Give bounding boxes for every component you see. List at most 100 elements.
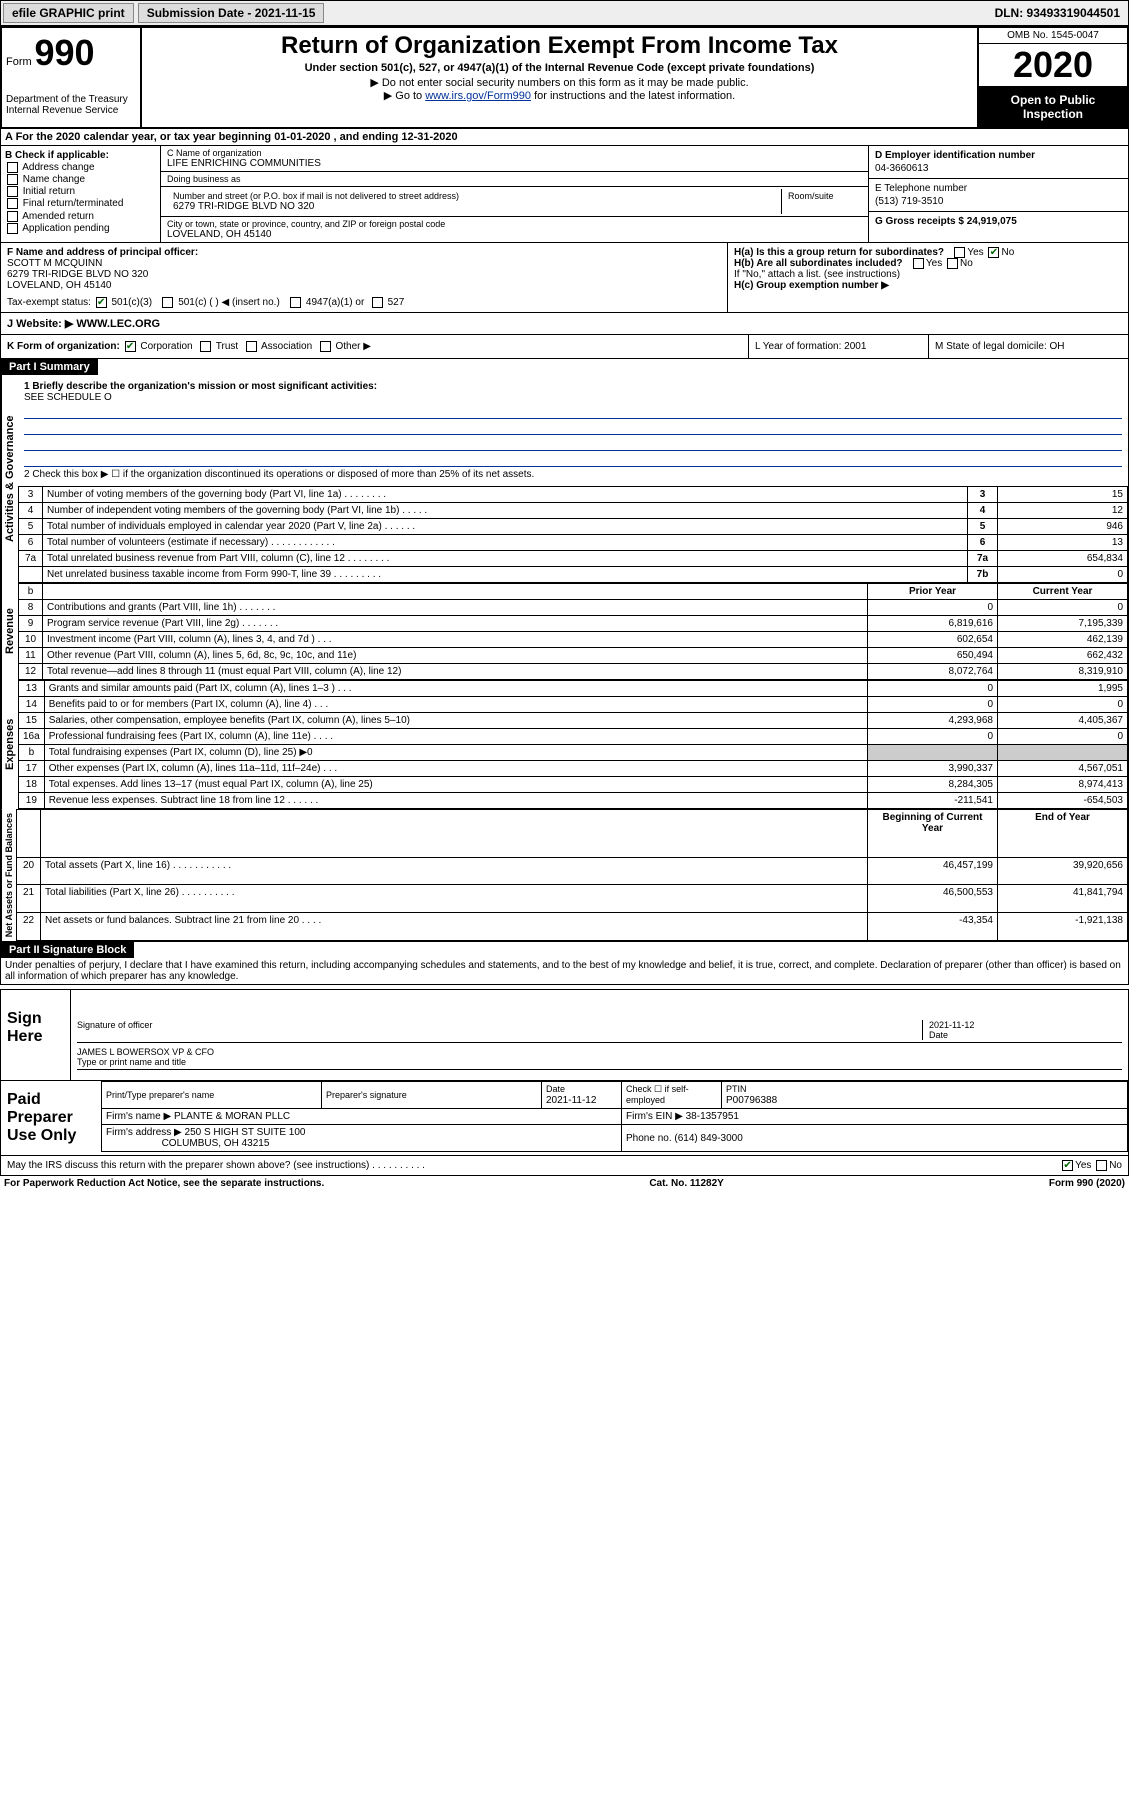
b-label: b xyxy=(19,584,43,600)
entity-block: B Check if applicable: Address change Na… xyxy=(0,146,1129,243)
line2-label: 2 Check this box ▶ ☐ if the organization… xyxy=(24,469,1122,480)
table-row: 12Total revenue—add lines 8 through 11 (… xyxy=(19,664,1128,680)
hb-label: H(b) Are all subordinates included? xyxy=(734,258,903,269)
prep-col1: Print/Type preparer's name xyxy=(106,1090,214,1100)
cb-amended-return[interactable]: Amended return xyxy=(5,211,156,222)
table-row: 10Investment income (Part VIII, column (… xyxy=(19,632,1128,648)
dln-label: DLN: 93493319044501 xyxy=(987,4,1128,22)
sign-date: 2021-11-12 xyxy=(929,1020,974,1030)
cb-4947[interactable] xyxy=(290,297,301,308)
cb-501c[interactable] xyxy=(162,297,173,308)
prep-col2: Preparer's signature xyxy=(326,1090,407,1100)
officer-addr2: LOVELAND, OH 45140 xyxy=(7,280,721,291)
cb-name-change[interactable]: Name change xyxy=(5,174,156,185)
table-row: 15Salaries, other compensation, employee… xyxy=(19,713,1128,729)
cb-initial-return[interactable]: Initial return xyxy=(5,186,156,197)
firm-addr1: 250 S HIGH ST SUITE 100 xyxy=(185,1127,306,1138)
firm-phone: (614) 849-3000 xyxy=(674,1133,742,1144)
cb-hb-no[interactable] xyxy=(947,258,958,269)
k-row: K Form of organization: Corporation Trus… xyxy=(0,335,1129,359)
footer-left: For Paperwork Reduction Act Notice, see … xyxy=(4,1178,324,1189)
cb-discuss-yes[interactable] xyxy=(1062,1160,1073,1171)
tax-year: 2020 xyxy=(979,44,1127,87)
cb-ha-yes[interactable] xyxy=(954,247,965,258)
cb-address-change[interactable]: Address change xyxy=(5,162,156,173)
website-row: J Website: ▶ WWW.LEC.ORG xyxy=(0,313,1129,335)
form990-link[interactable]: www.irs.gov/Form990 xyxy=(425,90,531,102)
sign-here-block: Sign Here Signature of officer 2021-11-1… xyxy=(0,989,1129,1081)
table-row: 8Contributions and grants (Part VIII, li… xyxy=(19,600,1128,616)
form-subtitle-2: ▶ Do not enter social security numbers o… xyxy=(146,76,973,89)
ein-label: D Employer identification number xyxy=(875,150,1122,161)
goto-prefix: ▶ Go to xyxy=(384,90,425,102)
k-label: K Form of organization: xyxy=(7,341,120,352)
ein-value: 04-3660613 xyxy=(875,163,1122,174)
cb-501c3[interactable] xyxy=(96,297,107,308)
cb-discuss-no[interactable] xyxy=(1096,1160,1107,1171)
footer-row: For Paperwork Reduction Act Notice, see … xyxy=(0,1176,1129,1191)
cb-corporation[interactable] xyxy=(125,341,136,352)
table-row: 13Grants and similar amounts paid (Part … xyxy=(19,681,1128,697)
table-row: 17Other expenses (Part IX, column (A), l… xyxy=(19,761,1128,777)
vert-expenses: Expenses xyxy=(1,680,18,809)
table-row: 6Total number of volunteers (estimate if… xyxy=(19,535,1128,551)
vert-activities-governance: Activities & Governance xyxy=(1,375,18,583)
prep-ptin: P00796388 xyxy=(726,1095,777,1106)
table-row: 16aProfessional fundraising fees (Part I… xyxy=(19,729,1128,745)
table-row: 5Total number of individuals employed in… xyxy=(19,519,1128,535)
efile-button[interactable]: efile GRAPHIC print xyxy=(3,3,134,23)
revenue-table: b Prior Year Current Year 8Contributions… xyxy=(18,583,1128,680)
discuss-row: May the IRS discuss this return with the… xyxy=(0,1156,1129,1176)
cb-trust[interactable] xyxy=(200,341,211,352)
firm-ein-label: Firm's EIN ▶ xyxy=(626,1111,683,1122)
year-formation: L Year of formation: 2001 xyxy=(748,335,928,358)
signature-officer-label: Signature of officer xyxy=(77,1020,922,1040)
org-name-label: C Name of organization xyxy=(167,148,862,158)
column-b-checkboxes: B Check if applicable: Address change Na… xyxy=(1,146,161,242)
form-subtitle-3: ▶ Go to www.irs.gov/Form990 for instruct… xyxy=(146,89,973,102)
cb-hb-yes[interactable] xyxy=(913,258,924,269)
expenses-table: 13Grants and similar amounts paid (Part … xyxy=(18,680,1128,809)
beginning-year-hdr: Beginning of Current Year xyxy=(868,810,998,857)
cb-application-pending[interactable]: Application pending xyxy=(5,223,156,234)
form-subtitle-1: Under section 501(c), 527, or 4947(a)(1)… xyxy=(146,62,973,74)
table-row: 9Program service revenue (Part VIII, lin… xyxy=(19,616,1128,632)
table-row: 3Number of voting members of the governi… xyxy=(19,487,1128,503)
cb-527[interactable] xyxy=(372,297,383,308)
sign-here-label: Sign Here xyxy=(1,990,71,1080)
line1-label: 1 Briefly describe the organization's mi… xyxy=(24,381,1122,392)
firm-addr2: COLUMBUS, OH 43215 xyxy=(162,1138,270,1149)
state-domicile: M State of legal domicile: OH xyxy=(928,335,1128,358)
org-name: LIFE ENRICHING COMMUNITIES xyxy=(167,158,862,169)
website-label: J Website: ▶ xyxy=(7,318,73,330)
discuss-text: May the IRS discuss this return with the… xyxy=(7,1160,1060,1171)
type-print-label: Type or print name and title xyxy=(77,1057,1122,1067)
table-row: bTotal fundraising expenses (Part IX, co… xyxy=(19,745,1128,761)
public-inspection-badge: Open to Public Inspection xyxy=(979,87,1127,127)
cb-ha-no[interactable] xyxy=(988,247,999,258)
part-1: Part I Summary Activities & Governance 1… xyxy=(0,359,1129,942)
vert-revenue: Revenue xyxy=(1,583,18,680)
prior-year-hdr: Prior Year xyxy=(868,584,998,600)
cb-final-return[interactable]: Final return/terminated xyxy=(5,198,156,209)
part-2: Part II Signature Block Under penalties … xyxy=(0,942,1129,985)
phone-value: (513) 719-3510 xyxy=(875,196,1122,207)
table-row: 11Other revenue (Part VIII, column (A), … xyxy=(19,648,1128,664)
table-row: 20Total assets (Part X, line 16) . . . .… xyxy=(17,857,1128,885)
tax-status-label: Tax-exempt status: xyxy=(7,297,91,308)
cb-other[interactable] xyxy=(320,341,331,352)
submission-date-button[interactable]: Submission Date - 2021-11-15 xyxy=(138,3,325,23)
cb-association[interactable] xyxy=(246,341,257,352)
firm-addr-label: Firm's address ▶ xyxy=(106,1127,182,1138)
end-year-hdr: End of Year xyxy=(998,810,1128,857)
goto-suffix: for instructions and the latest informat… xyxy=(534,90,735,102)
phone-label: E Telephone number xyxy=(875,183,1122,194)
net-assets-table: Beginning of Current Year End of Year 20… xyxy=(16,809,1128,941)
table-row: Net unrelated business taxable income fr… xyxy=(19,567,1128,583)
form-title: Return of Organization Exempt From Incom… xyxy=(146,32,973,60)
firm-name: PLANTE & MORAN PLLC xyxy=(174,1111,290,1122)
officer-row: F Name and address of principal officer:… xyxy=(0,243,1129,313)
prep-col4: Check ☐ if self-employed xyxy=(626,1084,689,1105)
officer-printed-name: JAMES L BOWERSOX VP & CFO xyxy=(77,1047,1122,1057)
table-row: 4Number of independent voting members of… xyxy=(19,503,1128,519)
